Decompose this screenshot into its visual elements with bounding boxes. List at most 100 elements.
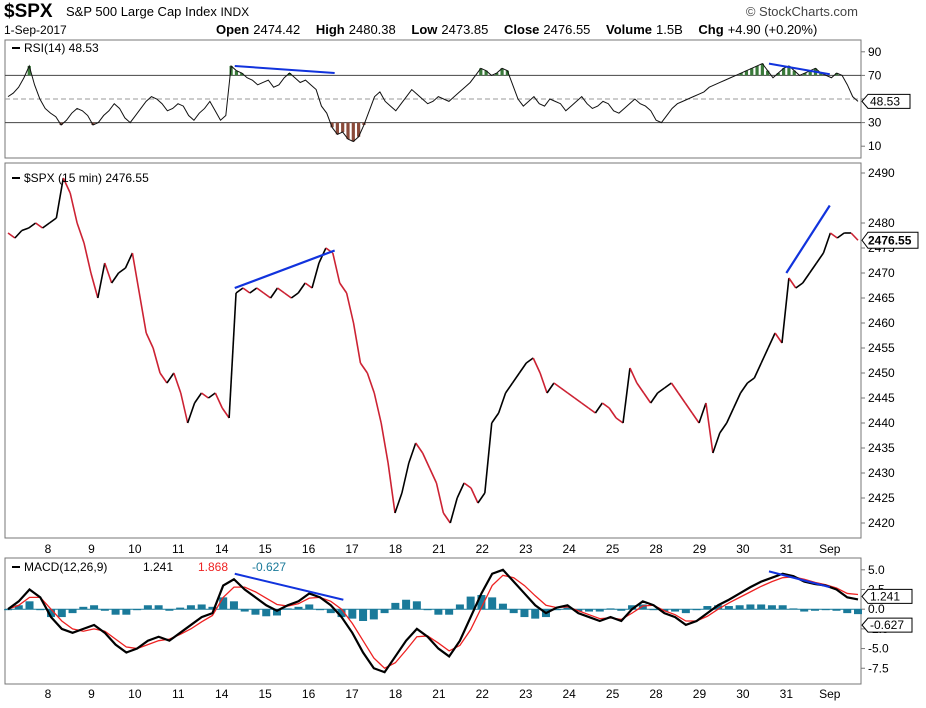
macd-histogram-bar — [369, 609, 378, 620]
price-segment — [532, 357, 541, 374]
macd-histogram-bar — [778, 605, 787, 610]
price-segment — [850, 232, 859, 241]
price-segment — [69, 192, 78, 224]
y-tick-label: 70 — [868, 68, 882, 82]
price-segment — [179, 392, 189, 424]
macd-histogram-bar — [810, 609, 819, 611]
price-segment — [62, 177, 71, 194]
price-segment — [345, 292, 355, 324]
x-tick-label: 30 — [736, 687, 750, 701]
price-segment — [815, 252, 825, 264]
price-segment — [7, 232, 16, 239]
price-current-tag — [861, 231, 919, 249]
price-segment — [560, 387, 569, 394]
macd-histogram-bar — [681, 609, 690, 614]
x-tick-label: 22 — [476, 542, 490, 556]
macd-histogram-bar — [746, 604, 755, 610]
macd-histogram-bar — [455, 604, 464, 610]
rsi-current-tag — [861, 93, 911, 109]
macd-histogram-bar — [122, 609, 131, 615]
x-tick-label: 28 — [649, 542, 663, 556]
x-tick-label: 25 — [606, 542, 620, 556]
macd-histogram-bar — [79, 606, 88, 610]
x-tick-label: 31 — [780, 542, 794, 556]
price-segment — [131, 252, 141, 294]
price-segment — [145, 332, 154, 349]
macd-histogram-bar — [305, 604, 314, 610]
price-segment — [539, 372, 548, 394]
price-segment — [746, 377, 755, 384]
price-segment — [622, 367, 631, 424]
y-tick-label: 0.0 — [868, 602, 885, 616]
macd-histogram-bar — [337, 609, 346, 618]
y-tick-label: -5.0 — [868, 642, 889, 656]
macd-legend-macd: 1.241 — [143, 560, 173, 574]
price-segment — [497, 392, 507, 414]
macd-current-value: 1.241 — [870, 589, 900, 603]
macd-histogram-bar — [445, 609, 454, 615]
price-segment — [173, 372, 182, 394]
macd-histogram-bar — [100, 609, 109, 611]
rsi-trend-line — [234, 64, 335, 75]
y-tick-label: 2420 — [868, 516, 895, 530]
y-tick-label: 2435 — [868, 441, 895, 455]
macd-histogram-bar — [154, 605, 163, 610]
price-segment — [705, 402, 714, 454]
price-legend: $SPX (15 min) 2476.55 — [24, 171, 149, 185]
price-segment — [297, 282, 306, 294]
index-name: S&P 500 Large Cap Index INDX — [66, 4, 250, 19]
x-tick-label: 24 — [562, 542, 576, 556]
price-segment — [732, 392, 742, 409]
x-tick-label: 31 — [780, 687, 794, 701]
chart-header: $SPX S&P 500 Large Cap Index INDX © Stoc… — [0, 0, 926, 40]
x-tick-label: 15 — [258, 687, 272, 701]
price-segment — [829, 232, 838, 239]
price-trend-line — [785, 204, 831, 274]
price-segment — [394, 492, 403, 514]
symbol-title: $SPX — [4, 1, 53, 22]
price-segment — [359, 362, 369, 374]
price-segment — [14, 229, 23, 239]
hist-current-tag — [861, 617, 913, 633]
y-tick-label: 2450 — [868, 366, 895, 380]
price-segment — [28, 222, 37, 229]
price-segment — [470, 487, 479, 504]
x-tick-label: 22 — [476, 687, 490, 701]
x-tick-label: 10 — [128, 687, 142, 701]
price-segment — [484, 422, 493, 494]
macd-histogram-bar — [57, 609, 66, 618]
price-segment — [138, 292, 147, 334]
price-segment — [574, 397, 583, 404]
price-segment — [567, 392, 576, 399]
price-segment — [808, 262, 818, 274]
price-segment — [221, 407, 230, 419]
macd-histogram-bar — [359, 609, 368, 621]
macd-histogram-bar — [326, 609, 335, 614]
price-current-value: 2476.55 — [868, 233, 912, 247]
price-segment — [201, 392, 209, 399]
price-segment — [525, 357, 534, 364]
price-segment — [90, 272, 99, 299]
price-segment — [581, 402, 589, 409]
brand-credit[interactable]: © StockCharts.com — [745, 4, 858, 19]
x-tick-label: 11 — [172, 687, 185, 701]
x-tick-label: 10 — [128, 542, 142, 556]
price-segment — [664, 382, 672, 389]
price-segment — [387, 462, 396, 514]
x-tick-label: Sep — [819, 542, 841, 556]
macd-histogram-bar — [767, 605, 776, 610]
macd-histogram-bar — [186, 605, 195, 610]
price-segment — [588, 407, 596, 414]
rsi-trend-line — [768, 62, 830, 76]
price-segment — [788, 277, 797, 289]
chart-date: 1-Sep-2017 — [4, 23, 67, 37]
x-tick-label: 29 — [693, 687, 707, 701]
macd-histogram-bar — [563, 607, 572, 610]
macd-legend-label: MACD(12,26,9) — [24, 560, 107, 574]
x-tick-label: 24 — [562, 687, 576, 701]
x-tick-label: 17 — [345, 687, 359, 701]
price-segment — [719, 422, 728, 434]
price-segment — [42, 222, 50, 229]
price-segment — [408, 442, 417, 464]
